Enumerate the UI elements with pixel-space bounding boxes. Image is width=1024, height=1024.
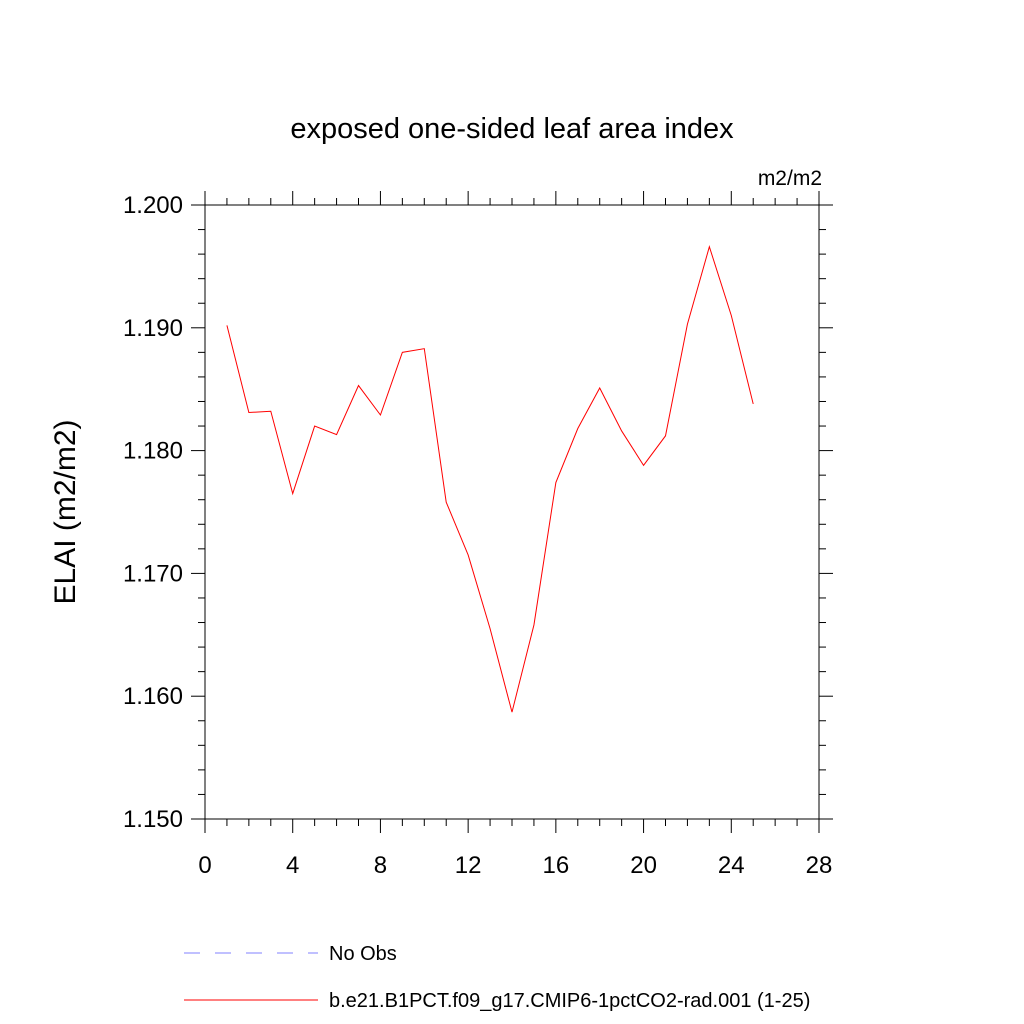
data-point [270, 411, 271, 412]
data-point [314, 426, 315, 427]
x-tick-label: 8 [374, 852, 387, 879]
x-tick-label: 0 [198, 852, 211, 879]
data-point [424, 348, 425, 349]
y-tick-label: 1.160 [123, 683, 183, 710]
x-tick-label: 28 [806, 852, 833, 879]
data-point [577, 428, 578, 429]
y-tick-label: 1.180 [123, 438, 183, 465]
x-tick-label: 12 [455, 852, 482, 879]
y-tick-label: 1.200 [123, 192, 183, 219]
x-tick-label: 16 [543, 852, 570, 879]
data-point [731, 315, 732, 316]
data-point [402, 352, 403, 353]
data-point [687, 324, 688, 325]
x-tick-label: 4 [286, 852, 299, 879]
data-point [336, 434, 337, 435]
data-point [446, 502, 447, 503]
y-axis-label: ELAI (m2/m2) [49, 419, 82, 604]
data-point [226, 325, 227, 326]
data-point [512, 712, 513, 713]
data-point [599, 387, 600, 388]
x-tick-label: 20 [630, 852, 657, 879]
data-point [490, 628, 491, 629]
data-point [248, 412, 249, 413]
x-tick-label: 24 [718, 852, 745, 879]
data-point [665, 435, 666, 436]
chart-title: exposed one-sided leaf area index [290, 113, 734, 145]
y-tick-label: 1.190 [123, 315, 183, 342]
data-point [358, 385, 359, 386]
plot-frame [204, 204, 820, 820]
series-line [226, 245, 754, 713]
y-axis: 1.150 1.160 1.170 1.180 1.190 1.200 [123, 192, 833, 833]
y-tick-label: 1.170 [123, 560, 183, 587]
data-point [621, 430, 622, 431]
data-point [292, 493, 293, 494]
data-point [533, 624, 534, 625]
data-point [643, 465, 644, 466]
data-point [468, 554, 469, 555]
units-label: m2/m2 [758, 167, 822, 190]
data-point [753, 403, 754, 404]
series-layer [226, 245, 754, 713]
y-tick-label: 1.150 [123, 806, 183, 833]
x-axis: 0 4 8 12 16 20 24 28 [198, 191, 832, 879]
data-point [555, 482, 556, 483]
legend: No Obs b.e21.B1PCT.f09_g17.CMIP6-1pctCO2-… [184, 943, 810, 1012]
data-point [709, 246, 710, 247]
legend-label: b.e21.B1PCT.f09_g17.CMIP6-1pctCO2-rad.00… [329, 990, 810, 1012]
legend-label: No Obs [329, 943, 397, 965]
data-point [380, 414, 381, 415]
